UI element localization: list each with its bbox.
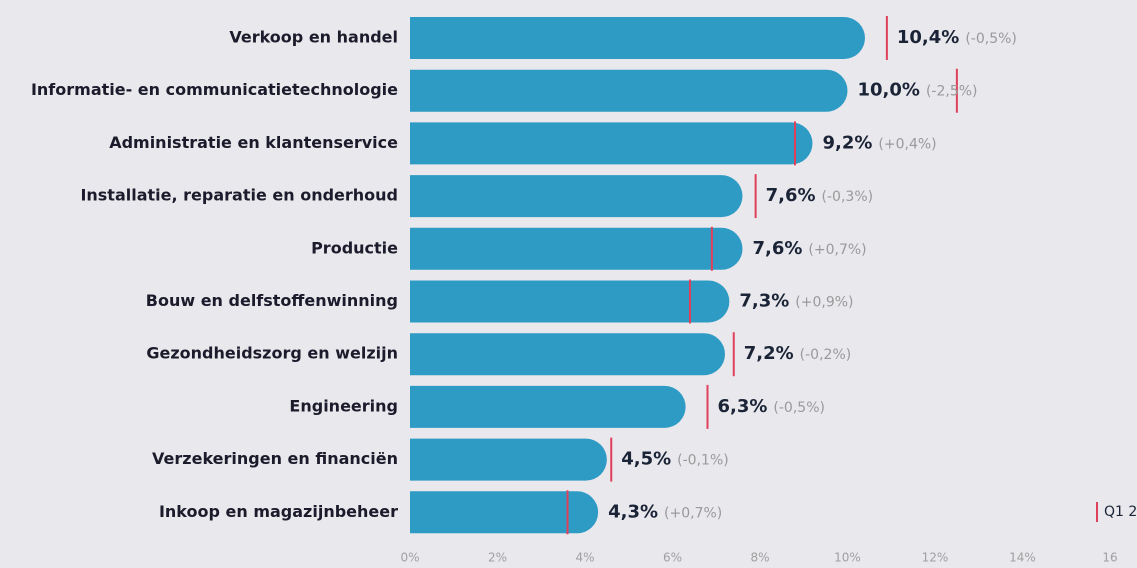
category-label: Installatie, reparatie en onderhoud <box>80 186 398 205</box>
change-label: (-0,5%) <box>773 400 825 416</box>
x-tick-label: 12% <box>922 551 949 565</box>
bar <box>410 438 607 481</box>
category-label: Gezondheidszorg en welzijn <box>146 344 398 363</box>
x-tick-label: 14% <box>1009 551 1036 565</box>
bar <box>410 122 813 165</box>
category-label: Administratie en klantenservice <box>109 133 398 152</box>
value-label: 7,6% <box>766 185 816 206</box>
change-label: (-0,1%) <box>677 453 729 469</box>
change-label: (+0,7%) <box>664 505 722 521</box>
x-tick-label: 6% <box>663 551 682 565</box>
bar <box>410 385 686 428</box>
value-label: 7,6% <box>753 238 803 259</box>
x-tick-label: 0% <box>400 551 419 565</box>
change-label: (+0,9%) <box>795 295 853 311</box>
category-label: Bouw en delfstoffenwinning <box>146 291 398 310</box>
x-tick-label: 4% <box>575 551 594 565</box>
change-label: (+0,7%) <box>808 242 866 258</box>
value-label: 7,3% <box>739 291 789 312</box>
bar <box>410 333 725 376</box>
bar <box>410 17 865 59</box>
legend-label: Q1 201 <box>1104 504 1137 520</box>
value-label: 10,0% <box>858 80 920 101</box>
bar <box>410 69 848 112</box>
x-tick-label: 2% <box>488 551 507 565</box>
value-label: 10,4% <box>897 27 959 48</box>
category-label: Engineering <box>289 396 398 415</box>
x-tick-label: 8% <box>750 551 769 565</box>
change-label: (+0,4%) <box>878 136 936 152</box>
x-tick-label: 10% <box>834 551 861 565</box>
category-label: Inkoop en magazijnbeheer <box>159 502 398 521</box>
bar <box>410 491 599 534</box>
change-label: (-0,5%) <box>965 31 1017 47</box>
category-label: Verzekeringen en financiën <box>152 449 398 468</box>
value-label: 4,3% <box>608 501 658 522</box>
category-label: Productie <box>311 238 398 257</box>
value-label: 9,2% <box>823 132 873 153</box>
x-tick-label: 16 <box>1102 551 1117 565</box>
value-label: 7,2% <box>744 343 794 364</box>
category-label: Verkoop en handel <box>229 28 398 47</box>
category-label: Informatie- en communicatietechnologie <box>31 80 398 99</box>
value-label: 6,3% <box>718 396 768 417</box>
bar <box>410 227 743 270</box>
value-label: 4,5% <box>621 449 671 470</box>
bar <box>410 175 743 218</box>
bar <box>410 280 730 323</box>
change-label: (-0,2%) <box>800 347 852 363</box>
change-label: (-2,5%) <box>926 84 978 100</box>
change-label: (-0,3%) <box>822 189 874 205</box>
